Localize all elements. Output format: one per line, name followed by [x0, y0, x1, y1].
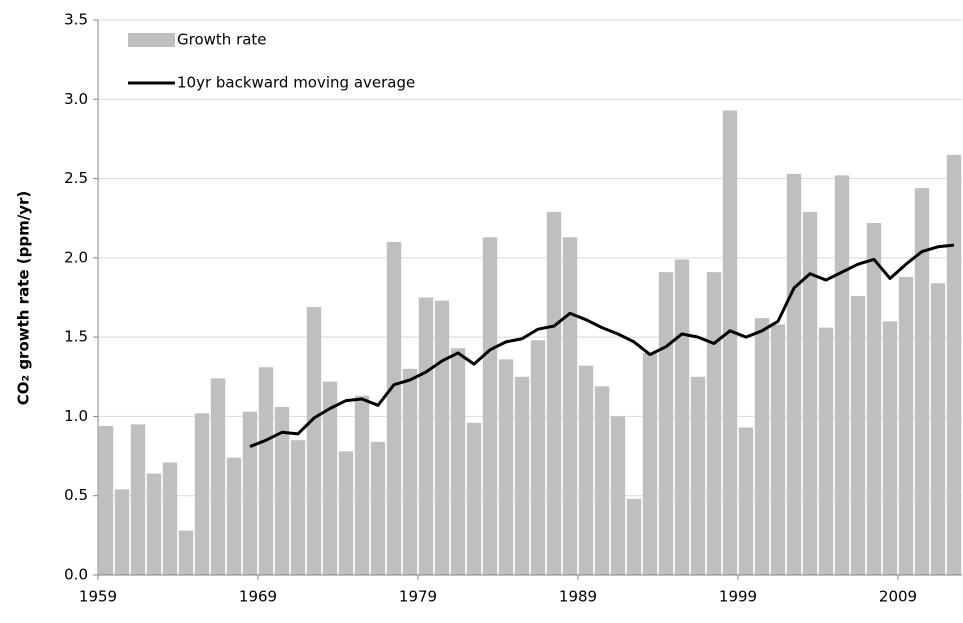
bar [866, 222, 882, 575]
legend-swatch [128, 33, 175, 47]
bar [434, 300, 450, 575]
bar [914, 188, 930, 576]
x-tick-label: 1999 [719, 588, 757, 606]
x-tick-label: 1969 [239, 588, 277, 606]
bar [738, 427, 754, 575]
bar [178, 530, 194, 575]
bar [594, 386, 610, 575]
x-tick-label: 1979 [399, 588, 437, 606]
y-tick-label: 0.5 [64, 486, 88, 504]
y-tick-label: 1.0 [64, 407, 88, 425]
y-tick-label: 3.0 [64, 90, 88, 108]
bar [946, 154, 962, 576]
x-tick-label: 2009 [879, 588, 917, 606]
bar [578, 365, 594, 575]
y-tick-label: 0.0 [64, 566, 88, 584]
bar [146, 473, 162, 575]
bar [370, 441, 386, 575]
bar [882, 321, 898, 575]
bar [770, 324, 786, 575]
bar [818, 327, 834, 575]
bar [658, 272, 674, 575]
bar [130, 424, 146, 575]
y-tick-label: 2.5 [64, 169, 88, 187]
bar [258, 367, 274, 575]
y-tick-label: 3.5 [64, 11, 88, 29]
x-tick-label: 1959 [79, 588, 117, 606]
bar [850, 295, 866, 575]
bar [450, 348, 466, 575]
bar [562, 237, 578, 575]
bar [338, 451, 354, 575]
bar [354, 395, 370, 575]
bar [674, 259, 690, 575]
legend-label: 10yr backward moving average [177, 74, 415, 92]
bar [226, 457, 242, 575]
bar [482, 237, 498, 575]
y-axis-label: CO₂ growth rate (ppm/yr) [15, 191, 33, 405]
bar [530, 340, 546, 575]
bar [402, 368, 418, 575]
bar [194, 413, 210, 575]
line [249, 243, 955, 448]
bar [834, 175, 850, 575]
bar [242, 411, 258, 575]
bar [210, 378, 226, 575]
bar [418, 297, 434, 575]
bar [386, 242, 402, 575]
bar [98, 425, 114, 575]
y-tick-label: 1.5 [64, 328, 88, 346]
bar [546, 211, 562, 575]
legend-label: Growth rate [177, 31, 267, 49]
bar [306, 307, 322, 575]
bar [162, 462, 178, 575]
bar [642, 353, 658, 575]
bar [610, 416, 626, 575]
bar [626, 498, 642, 575]
bar [754, 318, 770, 575]
x-tick-label: 1989 [559, 588, 597, 606]
bar [898, 276, 914, 575]
bar [114, 489, 130, 575]
bar [322, 381, 338, 575]
bar [498, 359, 514, 575]
bar [690, 376, 706, 575]
bar [514, 376, 530, 575]
bar [290, 440, 306, 575]
bar [706, 272, 722, 575]
bar [722, 110, 738, 575]
bar [802, 211, 818, 575]
y-tick-label: 2.0 [64, 248, 88, 266]
bar [466, 422, 482, 575]
bar [274, 406, 290, 575]
bar [930, 283, 946, 575]
bar [786, 173, 802, 576]
